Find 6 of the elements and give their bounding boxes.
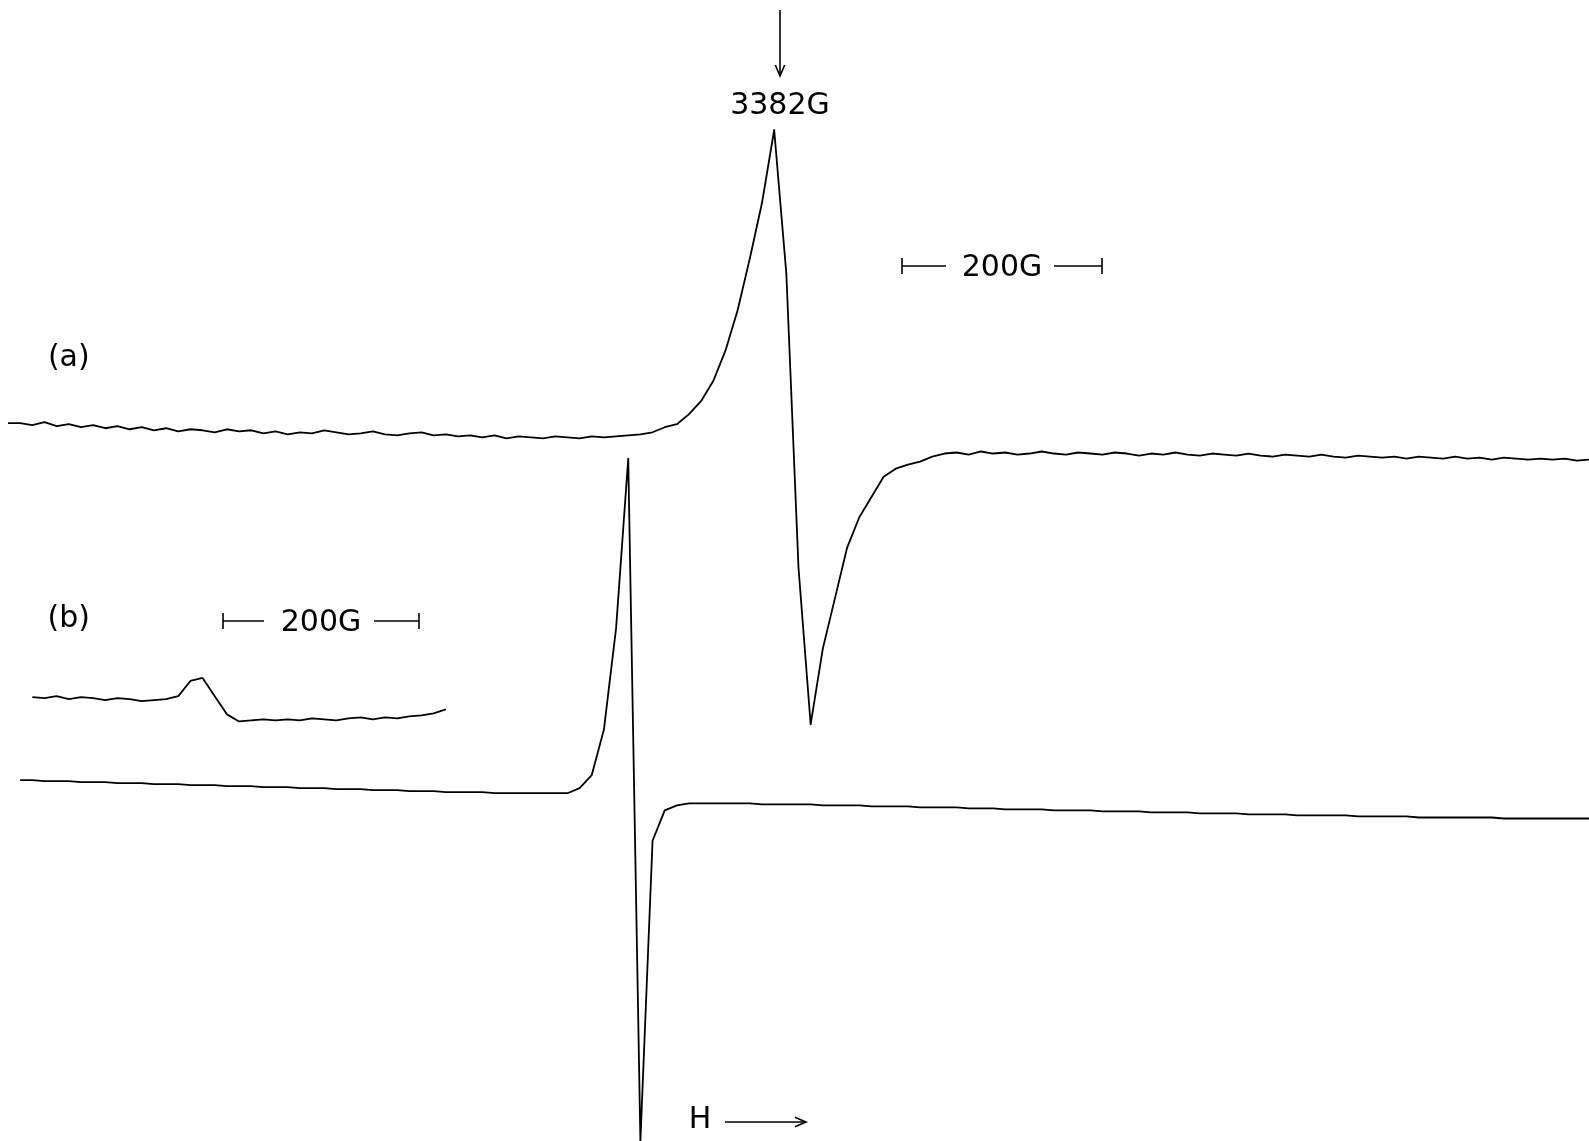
text: (b) bbox=[47, 598, 91, 634]
text: 3382G bbox=[729, 85, 831, 123]
annotation: H bbox=[687, 1099, 713, 1137]
annotation: 200G bbox=[960, 247, 1044, 285]
annotation: 200G bbox=[279, 602, 363, 640]
series-label: (a) bbox=[47, 338, 90, 373]
